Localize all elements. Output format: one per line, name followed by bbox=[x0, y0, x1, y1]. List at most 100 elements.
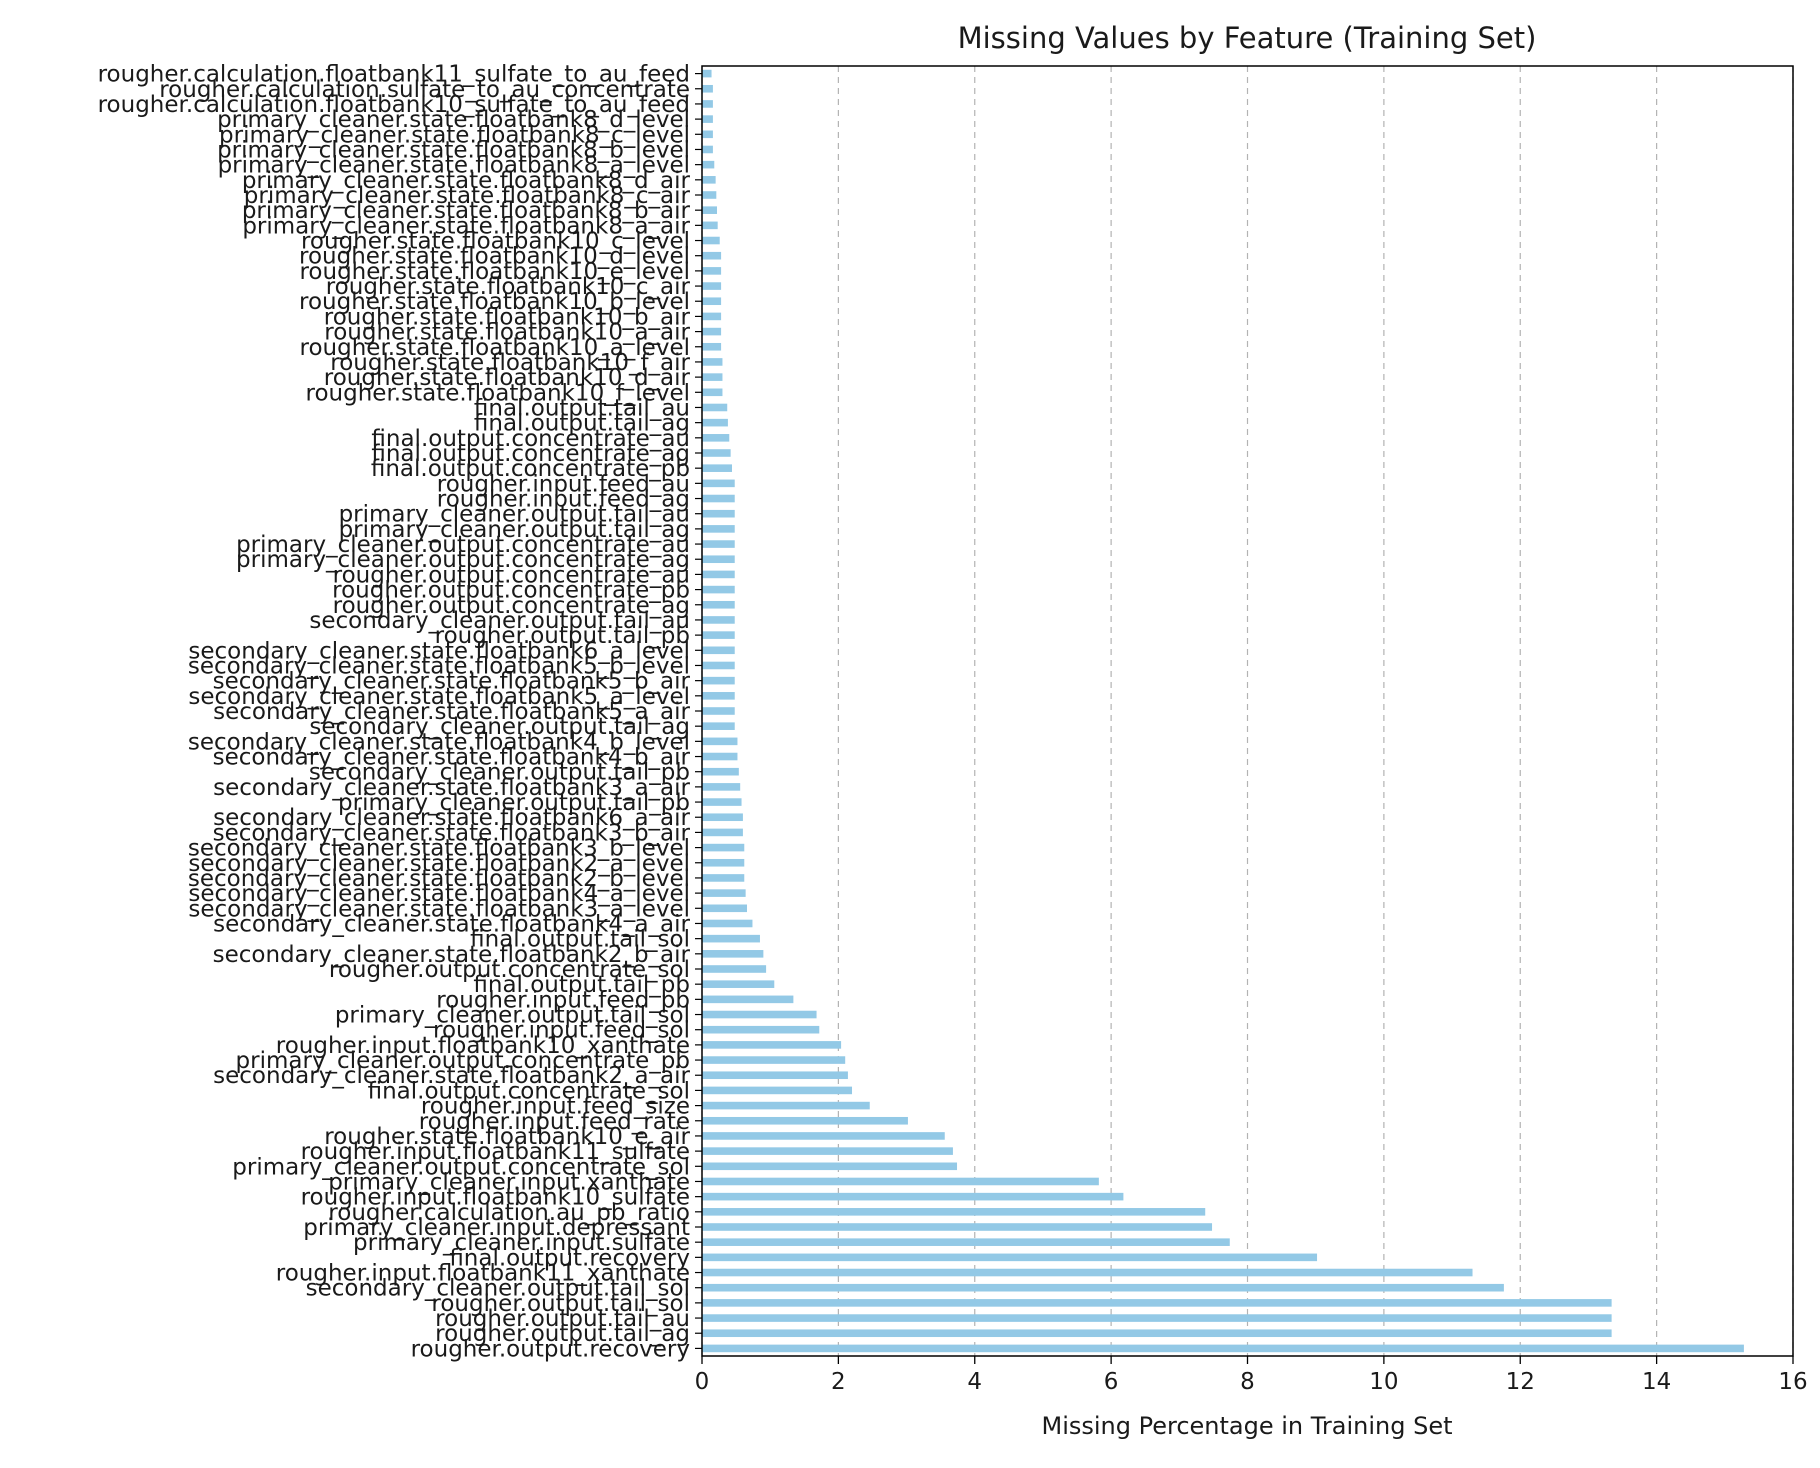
y-tick-label-1: rougher.calculation.sulfate_to_au_concen… bbox=[159, 77, 690, 103]
y-tick-label-55: secondary_cleaner.state.floatbank3_a_lev… bbox=[188, 896, 690, 922]
y-tick-label-84: rougher.output.recovery bbox=[411, 1336, 690, 1362]
bar-55 bbox=[702, 904, 748, 913]
y-tick-label-72: primary_cleaner.output.concentrate_sol bbox=[232, 1154, 690, 1180]
y-tick-label-26: final.output.concentrate_pb bbox=[371, 456, 690, 482]
y-tick-label-9: primary_cleaner.state.floatbank8_b_air bbox=[242, 198, 691, 224]
y-axis-ticks: rougher.calculation.floatbank11_sulfate_… bbox=[98, 62, 702, 1362]
bar-49 bbox=[702, 813, 743, 822]
bar-25 bbox=[702, 449, 731, 457]
y-tick-label-46: secondary_cleaner.output.tail_pb bbox=[309, 760, 690, 786]
bar-5 bbox=[702, 145, 713, 154]
y-tick-label-37: rougher.output.tail_pb bbox=[435, 623, 690, 649]
y-tick-label-3: primary_cleaner.state.floatbank8_d_level bbox=[217, 107, 690, 133]
bar-22 bbox=[702, 403, 728, 412]
bar-63 bbox=[702, 1025, 820, 1034]
bar-66 bbox=[702, 1071, 848, 1080]
y-tick-label-59: rougher.output.concentrate_sol bbox=[329, 957, 690, 983]
y-tick-label-76: primary_cleaner.input.depressant bbox=[303, 1215, 690, 1241]
bar-50 bbox=[702, 828, 743, 837]
bar-6 bbox=[702, 160, 715, 169]
y-tick-label-40: secondary_cleaner.state.floatbank5_b_air bbox=[213, 669, 691, 695]
y-tick-label-83: rougher.output.tail_ag bbox=[435, 1321, 690, 1347]
y-tick-label-33: rougher.output.concentrate_au bbox=[333, 562, 690, 588]
y-tick-label-62: primary_cleaner.output.tail_sol bbox=[335, 1003, 690, 1029]
y-tick-label-2: rougher.calculation.floatbank10_sulfate_… bbox=[98, 92, 690, 118]
bar-13 bbox=[702, 267, 722, 275]
y-tick-label-60: final.output.tail_pb bbox=[473, 972, 690, 998]
bar-32 bbox=[702, 555, 735, 564]
y-tick-label-79: rougher.input.floatbank11_xanthate bbox=[276, 1261, 690, 1287]
bar-7 bbox=[702, 176, 716, 184]
bar-76 bbox=[702, 1223, 1213, 1231]
bar-79 bbox=[702, 1268, 1473, 1277]
x-tick-label-6: 12 bbox=[1506, 1369, 1535, 1395]
x-tick-label-2: 4 bbox=[967, 1369, 982, 1395]
bar-23 bbox=[702, 418, 728, 427]
bar-53 bbox=[702, 874, 745, 882]
y-tick-label-31: primary_cleaner.output.concentrate_au bbox=[236, 532, 690, 558]
bar-31 bbox=[702, 540, 735, 548]
bar-27 bbox=[702, 479, 735, 488]
y-tick-label-14: rougher.state.floatbank10_c_air bbox=[326, 274, 691, 300]
y-tick-label-52: secondary_cleaner.state.floatbank2_a_lev… bbox=[188, 851, 690, 877]
bar-47 bbox=[702, 783, 741, 791]
bar-0 bbox=[702, 69, 712, 78]
bar-74 bbox=[702, 1192, 1124, 1201]
y-tick-label-29: primary_cleaner.output.tail_au bbox=[339, 502, 690, 528]
bar-2 bbox=[702, 100, 713, 108]
y-tick-label-28: rougher.input.feed_ag bbox=[437, 487, 690, 513]
bar-18 bbox=[702, 342, 722, 351]
x-tick-label-5: 10 bbox=[1369, 1369, 1398, 1395]
bar-1 bbox=[702, 84, 713, 93]
y-tick-label-7: primary_cleaner.state.floatbank8_d_air bbox=[242, 168, 691, 194]
bar-78 bbox=[702, 1253, 1318, 1262]
bar-36 bbox=[702, 616, 735, 624]
y-tick-label-58: secondary_cleaner.state.floatbank2_b_air bbox=[213, 942, 691, 968]
bar-44 bbox=[702, 737, 738, 746]
y-tick-label-6: primary_cleaner.state.floatbank8_a_level bbox=[218, 153, 690, 179]
y-tick-label-45: secondary_cleaner.state.floatbank4_b_air bbox=[213, 745, 691, 771]
bar-39 bbox=[702, 661, 735, 670]
bar-48 bbox=[702, 798, 742, 806]
y-tick-label-41: secondary_cleaner.state.floatbank5_a_lev… bbox=[188, 684, 690, 710]
y-tick-label-38: secondary_cleaner.state.floatbank6_a_lev… bbox=[188, 638, 690, 664]
bar-41 bbox=[702, 692, 735, 700]
y-tick-label-16: rougher.state.floatbank10_b_air bbox=[324, 304, 691, 330]
bar-37 bbox=[702, 631, 735, 639]
y-tick-label-65: primary_cleaner.output.concentrate_pb bbox=[236, 1048, 690, 1074]
bar-38 bbox=[702, 646, 735, 655]
bar-43 bbox=[702, 722, 735, 730]
bar-56 bbox=[702, 919, 753, 928]
y-tick-label-74: rougher.input.floatbank10_sulfate bbox=[301, 1185, 690, 1211]
y-tick-label-11: rougher.state.floatbank10_c_level bbox=[301, 229, 690, 255]
y-tick-label-57: final.output.tail_sol bbox=[470, 927, 690, 953]
bar-67 bbox=[702, 1086, 853, 1095]
bar-33 bbox=[702, 570, 735, 579]
bar-68 bbox=[702, 1101, 870, 1110]
y-tick-label-47: secondary_cleaner.state.floatbank3_a_air bbox=[213, 775, 690, 801]
bar-11 bbox=[702, 236, 720, 245]
y-tick-label-15: rougher.state.floatbank10_b_level bbox=[299, 289, 690, 315]
y-tick-label-44: secondary_cleaner.state.floatbank4_b_lev… bbox=[188, 729, 690, 755]
bar-14 bbox=[702, 282, 722, 290]
y-tick-label-21: rougher.state.floatbank10_f_level bbox=[306, 380, 690, 406]
bar-84 bbox=[702, 1344, 1744, 1353]
y-tick-label-77: primary_cleaner.input.sulfate bbox=[353, 1230, 690, 1256]
y-tick-label-53: secondary_cleaner.state.floatbank2_b_lev… bbox=[188, 866, 690, 892]
bar-80 bbox=[702, 1283, 1504, 1292]
bar-77 bbox=[702, 1238, 1230, 1246]
y-tick-label-63: rougher.input.feed_sol bbox=[433, 1018, 690, 1044]
y-tick-label-0: rougher.calculation.floatbank11_sulfate_… bbox=[98, 62, 690, 88]
bar-62 bbox=[702, 1010, 817, 1019]
y-tick-label-78: final.output.recovery bbox=[449, 1245, 690, 1271]
bar-70 bbox=[702, 1132, 945, 1140]
y-tick-label-22: final.output.tail_au bbox=[474, 395, 690, 421]
y-tick-label-12: rougher.state.floatbank10_d_level bbox=[299, 244, 690, 270]
y-tick-label-34: rougher.output.concentrate_pb bbox=[332, 578, 690, 604]
x-tick-label-3: 6 bbox=[1104, 1369, 1119, 1395]
bar-64 bbox=[702, 1041, 842, 1049]
y-tick-label-43: secondary_cleaner.output.tail_ag bbox=[309, 714, 690, 740]
y-tick-label-19: rougher.state.floatbank10_f_air bbox=[330, 350, 690, 376]
